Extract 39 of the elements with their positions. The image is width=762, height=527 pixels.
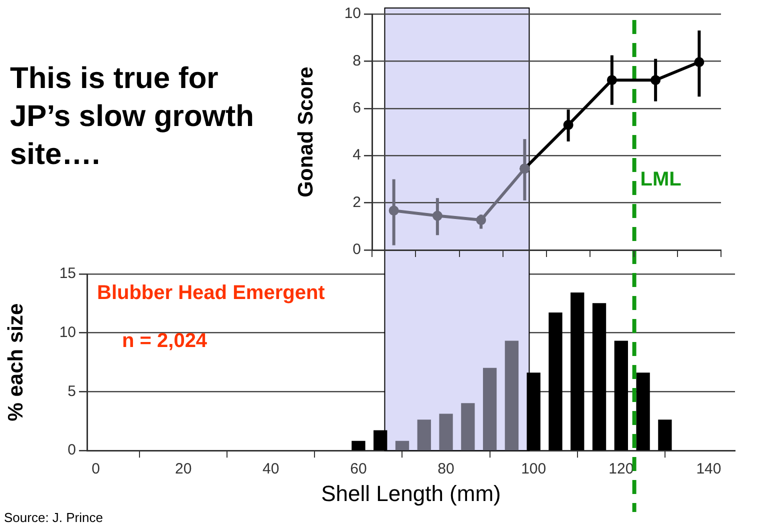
bar [636, 372, 650, 450]
ref-line-label: LML [640, 168, 682, 191]
y-axis-title: % each size [4, 303, 28, 422]
bar [395, 440, 410, 450]
bar [548, 312, 562, 450]
x-tick-label: 60 [350, 460, 367, 478]
x-axis-title: Shell Length (mm) [321, 480, 501, 506]
y-tick-label: 2 [352, 194, 361, 211]
bar [461, 403, 475, 450]
x-tick-label: 120 [608, 460, 634, 478]
y-axis-title: Gonad Score [294, 66, 318, 198]
bar [592, 303, 606, 450]
bar [482, 368, 497, 450]
bar [614, 340, 628, 450]
y-tick-label: 0 [68, 442, 76, 459]
y-tick-label: 4 [352, 146, 361, 164]
y-tick-label: 5 [68, 382, 76, 400]
bar [504, 340, 519, 450]
x-tick-label: 80 [438, 460, 454, 478]
bar [417, 420, 431, 450]
x-tick-label: 140 [696, 460, 722, 478]
bar [658, 420, 672, 450]
y-tick-label: 0 [352, 241, 361, 258]
y-tick-label: 15 [59, 265, 76, 282]
y-tick-label: 10 [344, 5, 361, 22]
bar [352, 440, 366, 450]
bar [439, 414, 453, 450]
annotation: n = 2,024 [122, 330, 208, 353]
text: This is true for JP’s slow growth site…. [10, 61, 255, 173]
annotation: Blubber Head Emergent [97, 282, 325, 305]
x-tick-label: 40 [262, 460, 280, 478]
y-tick-label: 6 [352, 100, 361, 117]
y-tick-label: 10 [59, 324, 76, 342]
x-tick-label: 0 [92, 460, 100, 478]
x-tick-label: 100 [521, 460, 546, 478]
source-note: Source: J. Prince [4, 510, 103, 525]
y-tick-label: 8 [352, 52, 361, 70]
x-tick-label: 20 [174, 460, 192, 478]
bar [570, 292, 584, 450]
